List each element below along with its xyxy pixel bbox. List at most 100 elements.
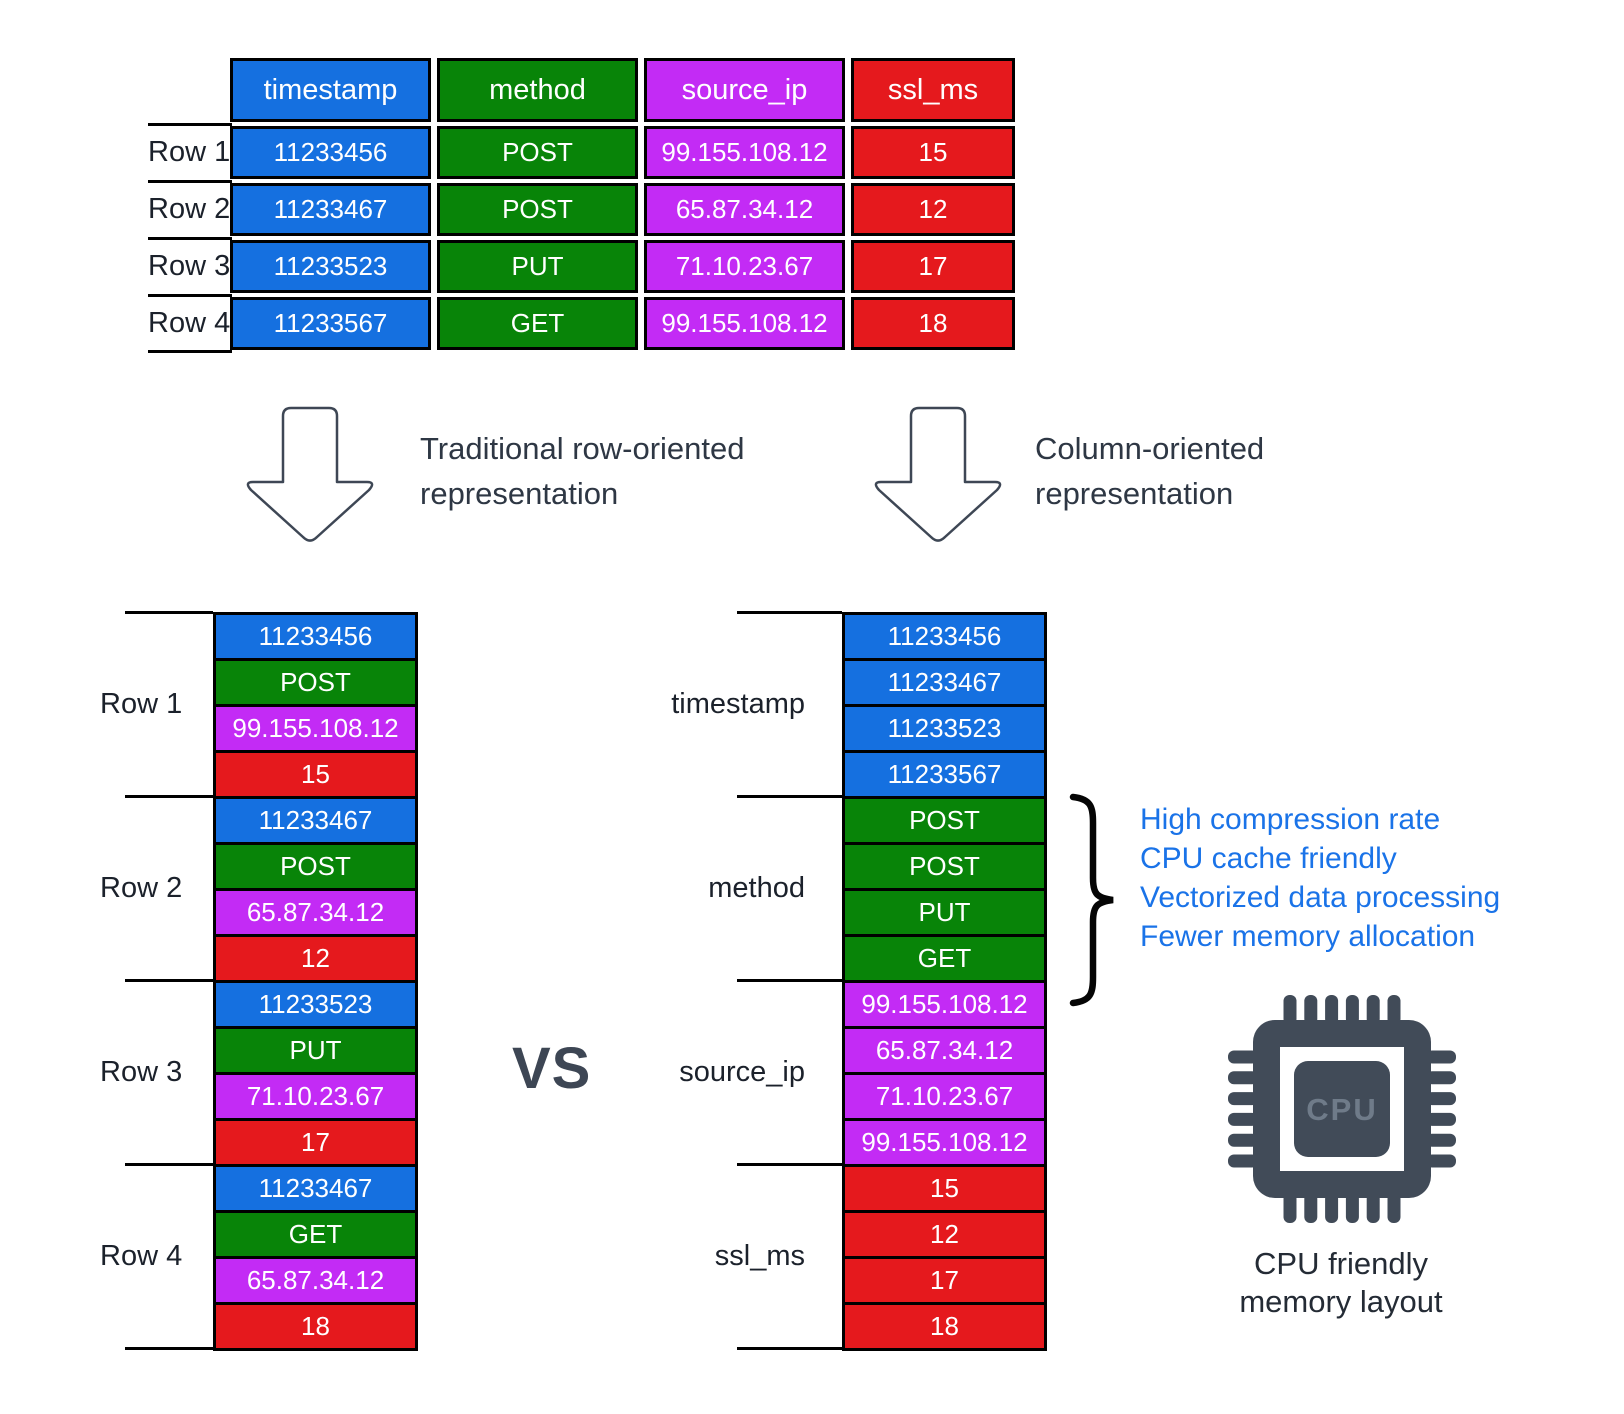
arrow-down-icon <box>246 406 374 542</box>
group-divider-line <box>125 611 213 614</box>
top-table-cell: 18 <box>851 297 1015 350</box>
top-table-cell: 11233456 <box>230 126 431 179</box>
top-table-cell: 11233467 <box>230 183 431 236</box>
cpu-chip-icon: CPU <box>1228 995 1456 1223</box>
row-stack-label: Row 2 <box>100 871 183 904</box>
column-stack-cell: 11233567 <box>842 750 1047 799</box>
row-marker-line <box>148 180 232 183</box>
row-stack-cell: 17 <box>213 1118 418 1167</box>
row-stack-cell: PUT <box>213 1026 418 1075</box>
group-divider-line <box>125 979 213 982</box>
top-table-cell: 99.155.108.12 <box>644 297 845 350</box>
column-stack-cell: 15 <box>842 1164 1047 1213</box>
row-representation-label: Traditional row-oriented representation <box>420 426 745 516</box>
top-table-cell: 11233567 <box>230 297 431 350</box>
top-table-cell: 11233523 <box>230 240 431 293</box>
column-stack-label: timestamp <box>671 687 805 720</box>
group-divider-line <box>125 1347 213 1350</box>
benefits-list: High compression rate CPU cache friendly… <box>1140 800 1500 956</box>
row-stack-cell: GET <box>213 1210 418 1259</box>
row-stack-cell: 71.10.23.67 <box>213 1072 418 1121</box>
column-stack-cell: 18 <box>842 1302 1047 1351</box>
column-stack-cell: 65.87.34.12 <box>842 1026 1047 1075</box>
top-table-header-cell: source_ip <box>644 58 845 122</box>
top-table-header-cell: ssl_ms <box>851 58 1015 122</box>
column-stack-cell: POST <box>842 842 1047 891</box>
column-stack-cell: 11233523 <box>842 704 1047 753</box>
row-stack-label: Row 1 <box>100 687 183 720</box>
top-table-cell: POST <box>437 126 638 179</box>
top-table-header-cell: timestamp <box>230 58 431 122</box>
row-marker-line <box>148 350 232 353</box>
cpu-chip-label: CPU <box>1306 1092 1377 1127</box>
column-stack-cell: 99.155.108.12 <box>842 1118 1047 1167</box>
row-stack-cell: 99.155.108.12 <box>213 704 418 753</box>
group-divider-line <box>125 1163 213 1166</box>
row-stack-cell: 65.87.34.12 <box>213 888 418 937</box>
benefit-item: Vectorized data processing <box>1140 881 1501 914</box>
top-table-cell: 65.87.34.12 <box>644 183 845 236</box>
row-stack-cell: 11233467 <box>213 796 418 845</box>
cpu-caption-line2: memory layout <box>1239 1284 1443 1319</box>
row-marker-line <box>148 294 232 297</box>
group-divider-line <box>737 611 842 614</box>
top-table-cell: GET <box>437 297 638 350</box>
column-stack-cell: 17 <box>842 1256 1047 1305</box>
row-marker-line <box>148 123 232 126</box>
column-stack-cell: 11233456 <box>842 612 1047 661</box>
row-stack-cell: POST <box>213 658 418 707</box>
top-table-cell: 71.10.23.67 <box>644 240 845 293</box>
column-stack-label: ssl_ms <box>714 1239 805 1272</box>
row-stack-cell: POST <box>213 842 418 891</box>
column-stack-cell: 11233467 <box>842 658 1047 707</box>
top-table-cell: 99.155.108.12 <box>644 126 845 179</box>
top-table-cell: 15 <box>851 126 1015 179</box>
group-divider-line <box>125 795 213 798</box>
row-stack-cell: 15 <box>213 750 418 799</box>
column-stack-cell: 71.10.23.67 <box>842 1072 1047 1121</box>
column-stack-cell: GET <box>842 934 1047 983</box>
top-table-row-label: Row 3 <box>148 250 231 282</box>
column-stack-label: source_ip <box>679 1055 805 1088</box>
top-table-cell: 12 <box>851 183 1015 236</box>
top-table-row-label: Row 4 <box>148 307 231 339</box>
group-divider-line <box>737 979 842 982</box>
column-stack-cell: POST <box>842 796 1047 845</box>
column-representation-label: Column-oriented representation <box>1035 426 1264 516</box>
row-marker-line <box>148 237 232 240</box>
top-table-cell: 17 <box>851 240 1015 293</box>
column-stack-cell: PUT <box>842 888 1047 937</box>
benefit-item: CPU cache friendly <box>1140 842 1397 875</box>
top-table-cell: PUT <box>437 240 638 293</box>
column-stack-cell: 12 <box>842 1210 1047 1259</box>
vs-label: VS <box>512 1036 592 1101</box>
row-stack-cell: 11233467 <box>213 1164 418 1213</box>
column-stack-label: method <box>708 871 805 904</box>
top-table-row-label: Row 1 <box>148 136 231 168</box>
top-table-row-label: Row 2 <box>148 193 231 225</box>
column-representation-label-line2: representation <box>1035 476 1234 511</box>
row-stack-label: Row 4 <box>100 1239 183 1272</box>
curly-brace <box>1069 793 1114 1007</box>
row-stack-label: Row 3 <box>100 1055 183 1088</box>
arrow-down-icon <box>874 406 1002 542</box>
cpu-caption: CPU friendly memory layout <box>1216 1245 1466 1321</box>
column-stack-cell: 99.155.108.12 <box>842 980 1047 1029</box>
row-representation-label-line1: Traditional row-oriented <box>420 431 745 466</box>
row-stack-cell: 12 <box>213 934 418 983</box>
top-table-cell: POST <box>437 183 638 236</box>
row-stack-cell: 65.87.34.12 <box>213 1256 418 1305</box>
group-divider-line <box>737 795 842 798</box>
group-divider-line <box>737 1347 842 1350</box>
row-stack-cell: 11233523 <box>213 980 418 1029</box>
row-stack-cell: 18 <box>213 1302 418 1351</box>
row-stack-cell: 11233456 <box>213 612 418 661</box>
column-representation-label-line1: Column-oriented <box>1035 431 1265 466</box>
benefit-item: Fewer memory allocation <box>1140 920 1476 953</box>
row-representation-label-line2: representation <box>420 476 619 511</box>
group-divider-line <box>737 1163 842 1166</box>
benefit-item: High compression rate <box>1140 803 1441 836</box>
cpu-caption-line1: CPU friendly <box>1254 1246 1428 1281</box>
top-table-header-cell: method <box>437 58 638 122</box>
